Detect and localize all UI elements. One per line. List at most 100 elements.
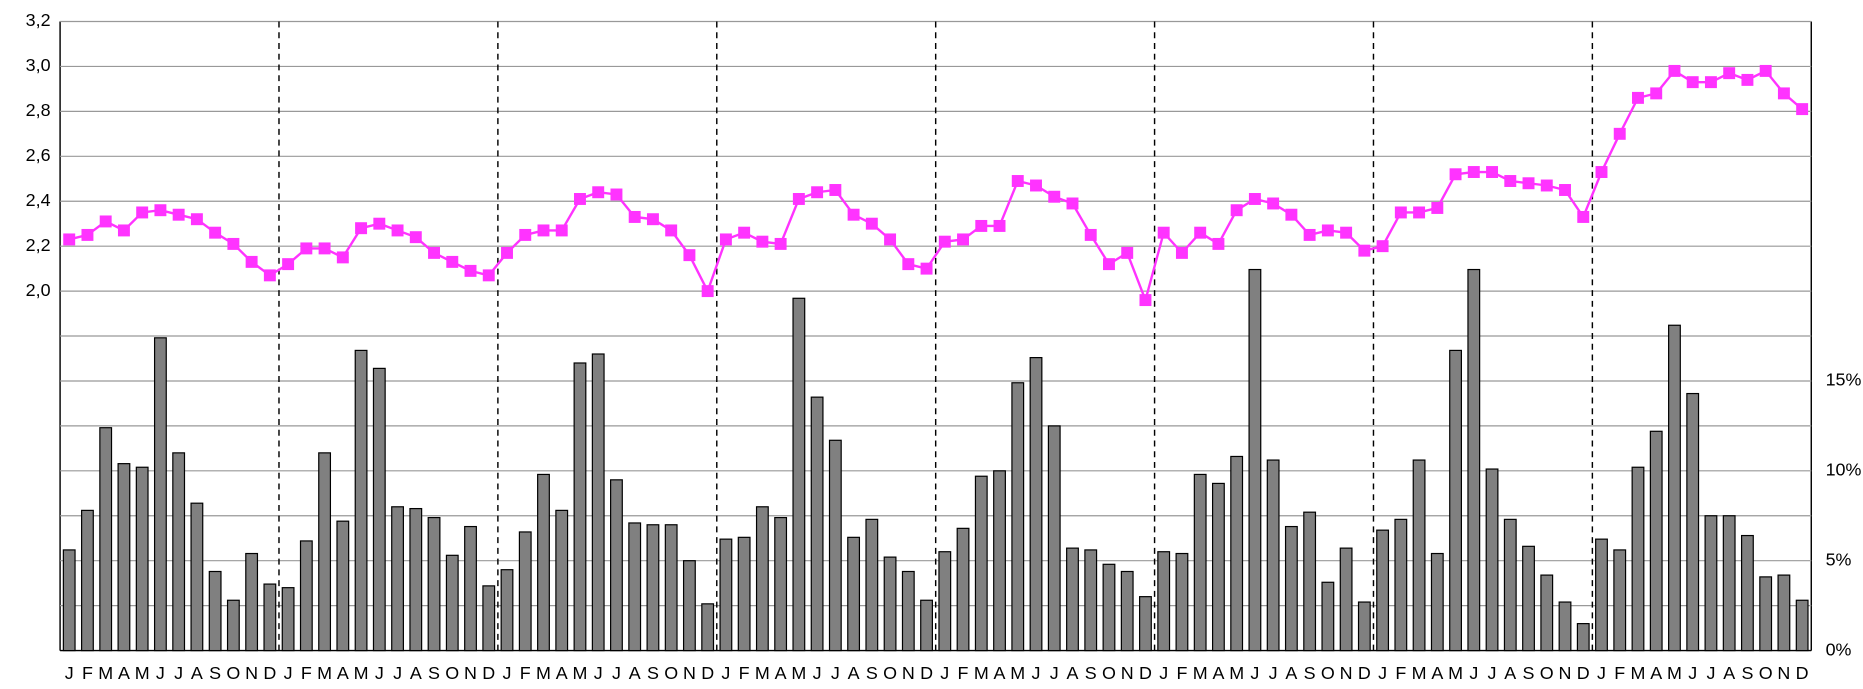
bar xyxy=(299,540,313,652)
marker xyxy=(1467,166,1480,178)
bar xyxy=(1631,466,1645,652)
x-tick-label: J xyxy=(1250,663,1259,683)
bar xyxy=(318,452,332,652)
x-tick-label: M xyxy=(1229,663,1244,683)
marker xyxy=(1723,67,1736,80)
marker xyxy=(1212,237,1225,250)
marker xyxy=(938,235,951,248)
bar xyxy=(1175,552,1189,652)
marker xyxy=(1030,179,1042,192)
bar xyxy=(1084,549,1098,652)
bar xyxy=(1485,468,1499,652)
x-tick-label: J xyxy=(375,663,384,683)
marker xyxy=(1048,190,1061,203)
bar xyxy=(427,516,441,652)
bar xyxy=(883,556,897,652)
bar xyxy=(1668,324,1681,652)
marker xyxy=(719,233,732,246)
x-tick-label: D xyxy=(701,663,714,683)
x-tick-label: J xyxy=(393,663,402,683)
bar xyxy=(1029,357,1043,652)
x-tick-label: M xyxy=(317,663,332,683)
bar xyxy=(1613,549,1627,652)
bar xyxy=(409,507,423,652)
marker xyxy=(1413,206,1426,219)
marker xyxy=(1340,226,1353,239)
marker xyxy=(99,215,112,228)
marker xyxy=(774,237,787,250)
marker xyxy=(227,237,240,250)
marker xyxy=(464,264,477,277)
marker xyxy=(154,204,167,217)
bar xyxy=(1321,581,1335,652)
x-tick-label: M xyxy=(791,663,806,683)
x-tick-label: F xyxy=(520,663,531,683)
x-tick-label: J xyxy=(1469,663,1478,683)
bar xyxy=(1777,574,1791,652)
marker xyxy=(1777,87,1790,100)
bar xyxy=(555,509,569,652)
marker xyxy=(1522,177,1535,190)
marker xyxy=(847,208,860,221)
marker xyxy=(574,193,586,205)
marker xyxy=(756,235,769,248)
x-tick-label: J xyxy=(503,663,512,683)
x-tick-label: D xyxy=(1358,663,1371,683)
bar xyxy=(1139,596,1152,652)
bar xyxy=(865,518,879,652)
bar xyxy=(1503,518,1517,652)
bar xyxy=(737,536,751,652)
marker xyxy=(300,242,313,255)
bar xyxy=(755,506,769,652)
bar xyxy=(1303,511,1317,652)
bar xyxy=(628,522,642,652)
marker xyxy=(1504,175,1517,187)
bar xyxy=(208,570,222,652)
x-tick-label: J xyxy=(1706,663,1715,683)
marker xyxy=(1230,204,1243,217)
marker xyxy=(957,233,970,246)
marker xyxy=(1449,168,1462,181)
x-tick-label: S xyxy=(209,663,221,683)
y2-tick-label: 15% xyxy=(1826,370,1862,390)
marker xyxy=(245,255,258,268)
x-tick-label: A xyxy=(994,663,1006,683)
x-tick-label: N xyxy=(1777,663,1790,683)
bar xyxy=(573,362,587,652)
x-tick-label: N xyxy=(464,663,477,683)
x-tick-label: A xyxy=(410,663,422,683)
marker xyxy=(1540,179,1553,192)
x-tick-label: D xyxy=(482,663,495,683)
x-tick-label: J xyxy=(1159,663,1168,683)
bar xyxy=(610,479,623,652)
x-tick-label: A xyxy=(1723,663,1735,683)
bar xyxy=(1740,534,1754,652)
marker xyxy=(209,226,222,239)
marker xyxy=(1103,258,1115,271)
marker xyxy=(665,224,678,237)
bar xyxy=(1704,515,1718,652)
marker xyxy=(902,258,915,271)
marker xyxy=(1139,294,1152,307)
bar xyxy=(153,337,167,652)
bar xyxy=(1339,547,1353,652)
bar xyxy=(1412,459,1426,652)
x-tick-label: O xyxy=(1759,663,1773,683)
marker xyxy=(1194,226,1207,239)
x-tick-label: A xyxy=(191,663,203,683)
bar xyxy=(482,585,496,652)
bar xyxy=(81,509,94,652)
x-tick-label: D xyxy=(1796,663,1809,683)
x-tick-label: A xyxy=(1431,663,1443,683)
x-tick-label: F xyxy=(1176,663,1187,683)
marker xyxy=(117,224,130,237)
marker xyxy=(391,224,404,237)
x-tick-label: D xyxy=(263,663,276,683)
bar xyxy=(99,427,113,652)
marker xyxy=(373,217,386,230)
x-tick-label: A xyxy=(1212,663,1224,683)
bar xyxy=(993,470,1006,652)
marker xyxy=(1741,73,1754,86)
marker xyxy=(81,228,94,241)
marker xyxy=(482,269,495,282)
